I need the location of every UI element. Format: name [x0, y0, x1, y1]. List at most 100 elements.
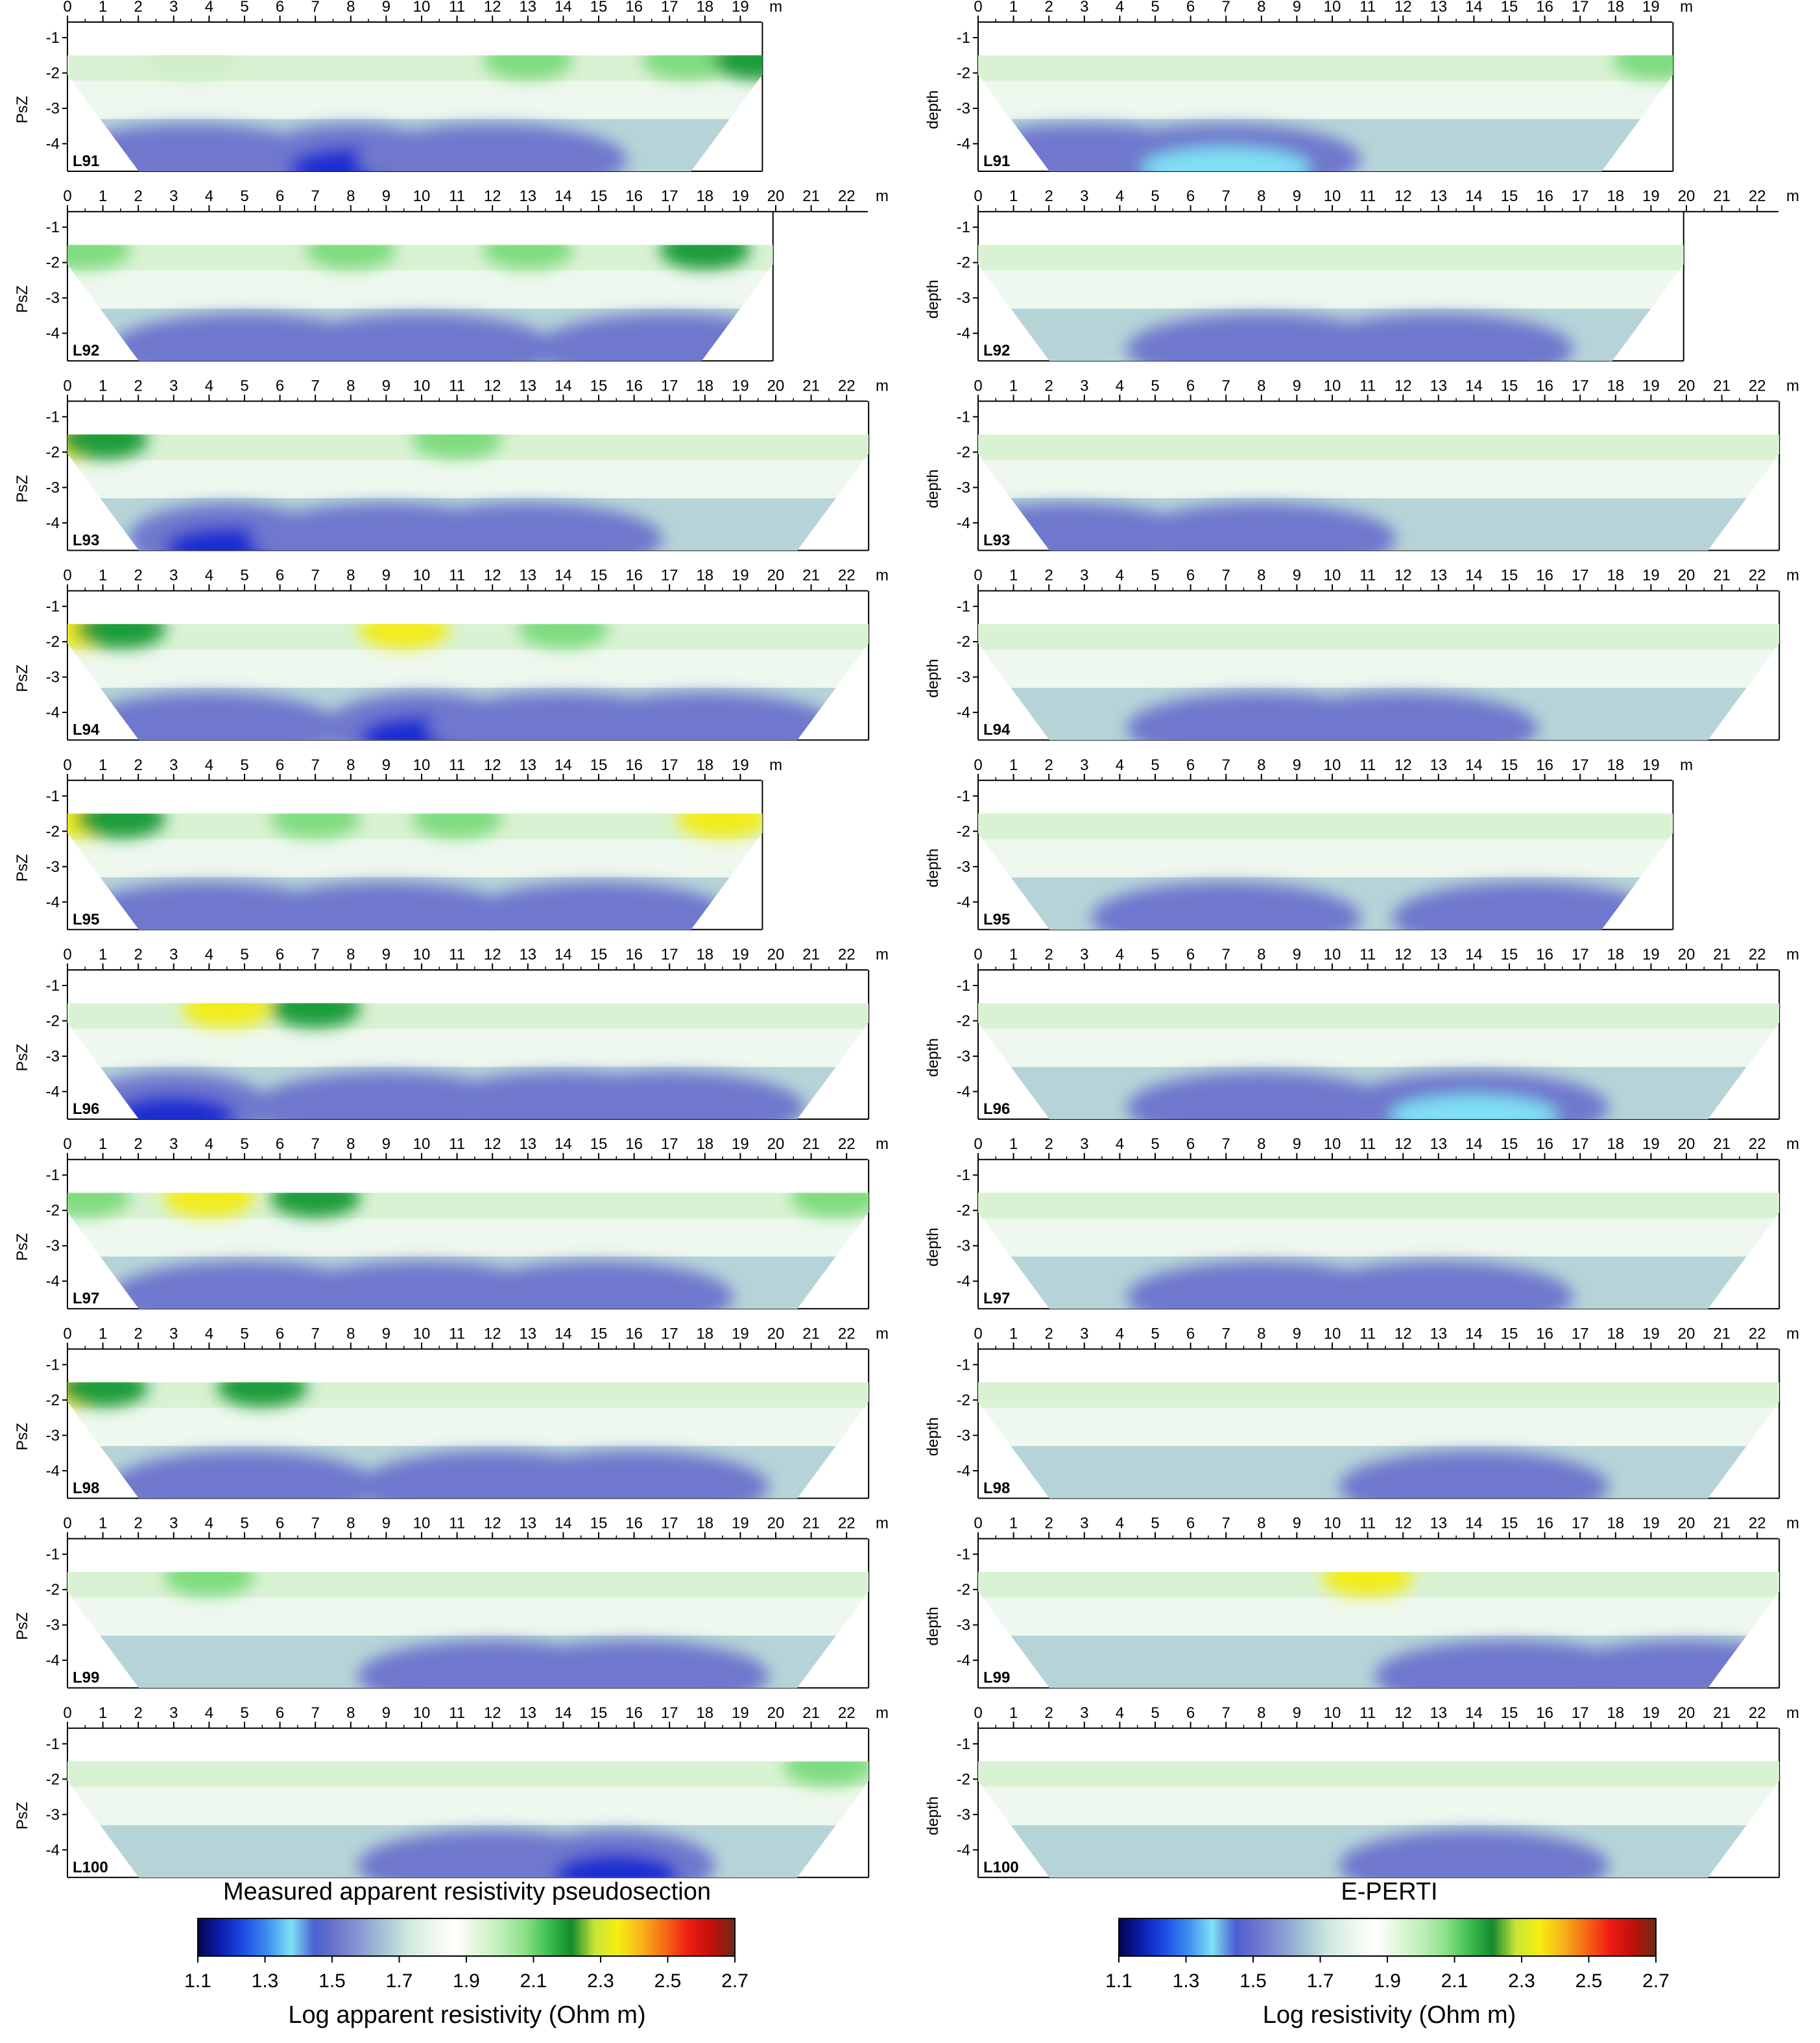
x-tick-label: 13	[519, 1135, 536, 1153]
low-resistivity-core	[549, 1474, 719, 1499]
depth-tick-label: -4	[957, 893, 970, 911]
depth-tick-label: -4	[46, 325, 60, 343]
x-tick-label: 19	[732, 187, 749, 205]
depth-tick-label: -2	[957, 1013, 970, 1030]
x-tick-label: 10	[413, 0, 431, 16]
low-resistivity-core	[514, 905, 683, 930]
x-tick-label: 10	[1324, 756, 1341, 774]
depth-tick-label: -1	[957, 1356, 970, 1373]
x-tick-label: 3	[1080, 567, 1088, 585]
x-tick-label: 0	[974, 1325, 982, 1342]
x-tick-label: 14	[1465, 377, 1483, 394]
x-unit-label: m	[876, 1325, 889, 1342]
x-tick-label: 3	[169, 0, 178, 16]
blobs	[978, 55, 1673, 171]
x-tick-label: 15	[590, 377, 608, 394]
x-tick-label: 2	[134, 1704, 143, 1722]
blobs	[357, 1761, 869, 1878]
x-tick-label: 21	[1713, 1325, 1730, 1342]
x-tick-label: 2	[134, 0, 143, 16]
low-resistivity-core	[1177, 1285, 1346, 1309]
section-body	[67, 814, 763, 930]
x-tick-label: 0	[63, 567, 71, 585]
depth-axis-label: depth	[924, 90, 942, 129]
depth-axis-label: PsZ	[14, 1233, 31, 1261]
depth-tick-label: -3	[46, 1427, 60, 1444]
x-tick-label: 16	[625, 1515, 643, 1532]
x-tick-label: 7	[1222, 946, 1230, 963]
x-tick-label: 4	[1116, 1515, 1124, 1532]
x-tick-label: 11	[1359, 946, 1376, 963]
high-resistivity-zone	[163, 1571, 255, 1597]
x-tick-label: 5	[1151, 567, 1159, 585]
x-tick-label: 3	[1080, 377, 1088, 394]
x-tick-label: 0	[974, 1704, 982, 1722]
x-tick-label: 16	[1536, 756, 1553, 774]
depth-axis-label: PsZ	[14, 1044, 31, 1072]
depth-tick-label: -3	[957, 1427, 970, 1444]
depth-tick-label: -2	[46, 1392, 60, 1409]
x-tick-label: 5	[1151, 0, 1159, 16]
low-resistivity-core	[1177, 526, 1346, 551]
line-label: L93	[983, 531, 1010, 549]
high-resistivity-zone	[146, 55, 237, 80]
x-tick-label: 4	[1116, 1704, 1124, 1722]
right-colorbar-title: Log resistivity (Ohm m)	[1263, 2001, 1516, 2029]
depth-axis-label: PsZ	[14, 854, 31, 882]
depth-tick-label: -2	[957, 65, 970, 82]
panel-l92-left: 0 1 2 3 4 5 6 7 8 9 10 11 12 13 14 15 16 17 18 19 20 21 22 m-1-…	[14, 187, 889, 362]
x-tick-label: 18	[696, 377, 713, 394]
blobs	[1091, 882, 1662, 930]
x-tick-label: 1	[99, 756, 107, 774]
depth-tick-label: -3	[957, 1237, 970, 1255]
x-tick-label: 12	[484, 0, 501, 16]
section-body	[67, 245, 773, 361]
x-tick-label: 11	[1359, 1515, 1376, 1532]
blobs	[67, 1382, 769, 1499]
x-tick-label: 18	[696, 756, 713, 774]
x-tick-label: 6	[276, 0, 284, 16]
high-resistivity-zone	[305, 245, 396, 270]
high-resistivity-zone	[482, 245, 573, 270]
x-tick-label: 12	[1395, 1135, 1412, 1153]
x-tick-label: 6	[276, 187, 284, 205]
x-tick-label: 3	[169, 1325, 178, 1342]
x-tick-label: 20	[767, 946, 785, 963]
depth-tick-label: -1	[957, 788, 970, 805]
x-tick-label: 3	[169, 567, 178, 585]
depth-tick-label: -4	[46, 1841, 60, 1859]
depth-tick-label: -4	[957, 1841, 970, 1859]
high-resistivity-zone	[783, 1761, 869, 1787]
x-tick-label: 14	[1465, 1325, 1483, 1342]
x-tick-label: 20	[767, 1135, 785, 1153]
high-resistivity-zone	[75, 623, 166, 649]
x-tick-label: 17	[661, 946, 678, 963]
x-tick-label: 11	[1359, 1325, 1376, 1342]
x-tick-label: 8	[346, 1704, 355, 1722]
high-resistivity-zone	[270, 814, 361, 839]
x-tick-label: 7	[311, 1515, 320, 1532]
x-tick-label: 10	[1324, 1515, 1341, 1532]
x-tick-label: 11	[1359, 0, 1376, 16]
x-tick-label: 13	[519, 187, 536, 205]
left-colorbar-gradient	[197, 1918, 736, 1957]
depth-tick-label: -3	[46, 100, 60, 117]
line-label: L96	[983, 1100, 1010, 1118]
x-tick-label: 16	[625, 756, 643, 774]
x-tick-label: 12	[484, 567, 501, 585]
x-tick-label: 12	[1395, 1325, 1412, 1342]
x-tick-label: 1	[1009, 567, 1018, 585]
x-tick-label: 14	[1465, 1704, 1483, 1722]
x-tick-label: 13	[1430, 1515, 1447, 1532]
x-tick-label: 10	[1324, 567, 1341, 585]
x-tick-label: 20	[767, 1515, 785, 1532]
x-tick-label: 18	[696, 1704, 713, 1722]
x-tick-label: 14	[555, 0, 572, 16]
x-tick-label: 1	[1009, 0, 1018, 16]
right-colorbar: 1.1 1.3 1.5 1.7 1.9 2.1 2.3 2.5 2.7 Log resistiv…	[1105, 1918, 1670, 2029]
x-tick-label: 2	[134, 756, 143, 774]
x-tick-label: 7	[1222, 567, 1230, 585]
high-resistivity-zone	[712, 55, 763, 80]
depth-tick-label: -2	[46, 65, 60, 82]
x-tick-label: 19	[1642, 187, 1660, 205]
